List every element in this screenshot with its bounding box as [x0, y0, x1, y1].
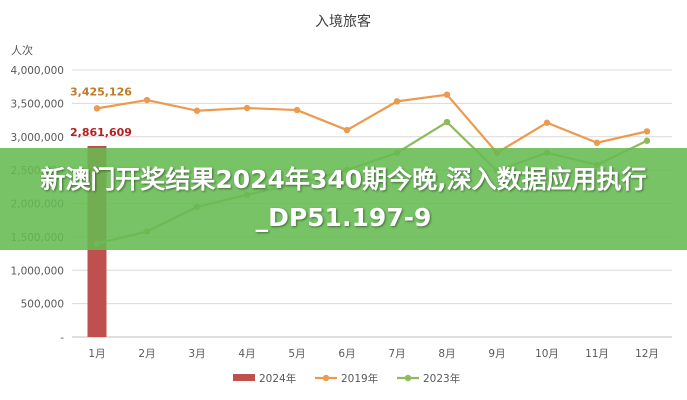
x-tick-label: 5月 — [288, 348, 305, 360]
data-label: 2,861,609 — [70, 126, 132, 139]
data-point — [243, 104, 251, 112]
data-point — [393, 98, 401, 105]
x-tick-label: 10月 — [535, 348, 559, 360]
x-tick-label: 3月 — [188, 348, 205, 360]
x-tick-label: 4月 — [238, 348, 255, 360]
y-tick-label: - — [60, 332, 64, 344]
data-point — [593, 139, 601, 146]
x-tick-label: 12月 — [635, 348, 659, 360]
x-tick-label: 7月 — [388, 348, 405, 360]
y-axis-label: 人次 — [11, 43, 33, 57]
x-tick-label: 9月 — [488, 348, 505, 360]
data-point — [643, 128, 651, 135]
legend-label: 2019年 — [341, 372, 378, 385]
data-point — [443, 91, 451, 98]
data-point — [543, 119, 551, 126]
y-tick-label: 500,000 — [21, 299, 64, 311]
data-point — [293, 106, 301, 114]
x-tick-label: 11月 — [585, 348, 609, 360]
y-tick-label: 3,500,000 — [11, 98, 64, 110]
data-point — [643, 137, 651, 144]
y-tick-label: 4,000,000 — [11, 65, 64, 77]
legend-swatch — [233, 374, 255, 381]
legend-label: 2024年 — [259, 372, 296, 385]
y-tick-label: 3,000,000 — [11, 132, 64, 144]
data-label: 3,425,126 — [70, 85, 132, 98]
data-point — [343, 126, 351, 134]
data-point — [143, 96, 151, 104]
legend-marker — [322, 374, 330, 382]
series-line — [96, 93, 648, 154]
x-tick-label: 1月 — [88, 348, 105, 360]
legend-marker — [404, 374, 412, 382]
x-tick-label: 8月 — [438, 348, 455, 360]
headline-text: 新澳门开奖结果2024年340期今晚,深入数据应用执行_DP51.197-9 — [40, 165, 647, 232]
legend-label: 2023年 — [423, 372, 460, 385]
x-tick-label: 2月 — [138, 348, 155, 360]
data-point — [193, 107, 201, 114]
x-tick-label: 6月 — [338, 348, 355, 360]
y-tick-label: 1,000,000 — [11, 265, 64, 277]
chart-title: 入境旅客 — [315, 13, 371, 30]
data-point — [443, 118, 451, 126]
data-point — [93, 105, 101, 112]
headline-banner: 新澳门开奖结果2024年340期今晚,深入数据应用执行_DP51.197-9 — [0, 148, 687, 250]
